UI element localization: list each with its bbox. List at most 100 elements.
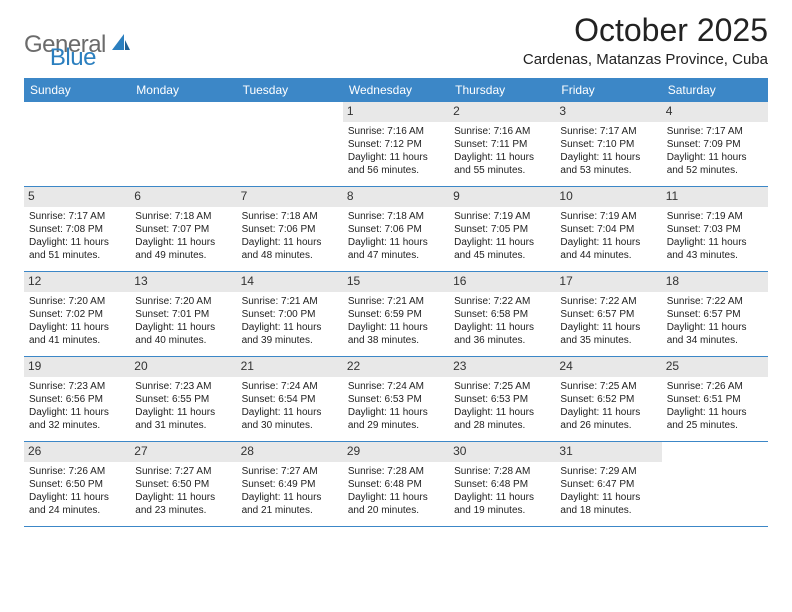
daylight-text: and 34 minutes.	[667, 334, 763, 347]
sunset-text: Sunset: 7:04 PM	[560, 223, 656, 236]
sunset-text: Sunset: 7:03 PM	[667, 223, 763, 236]
sunset-text: Sunset: 6:59 PM	[348, 308, 444, 321]
sunrise-text: Sunrise: 7:19 AM	[667, 210, 763, 223]
sunset-text: Sunset: 6:58 PM	[454, 308, 550, 321]
week-row: 19Sunrise: 7:23 AMSunset: 6:56 PMDayligh…	[24, 357, 768, 442]
logo-sail-icon	[110, 32, 132, 59]
sunset-text: Sunset: 6:49 PM	[242, 478, 338, 491]
sunrise-text: Sunrise: 7:21 AM	[242, 295, 338, 308]
empty-day	[662, 442, 768, 461]
daylight-text: and 43 minutes.	[667, 249, 763, 262]
day-cell: 12Sunrise: 7:20 AMSunset: 7:02 PMDayligh…	[24, 272, 130, 356]
day-number: 25	[662, 357, 768, 377]
sunrise-text: Sunrise: 7:20 AM	[135, 295, 231, 308]
day-number: 4	[662, 102, 768, 122]
daylight-text: and 31 minutes.	[135, 419, 231, 432]
daylight-text: and 40 minutes.	[135, 334, 231, 347]
daylight-text: and 32 minutes.	[29, 419, 125, 432]
daylight-text: and 52 minutes.	[667, 164, 763, 177]
logo-text-blue: Blue	[50, 44, 96, 72]
day-number: 20	[130, 357, 236, 377]
day-cell: 29Sunrise: 7:28 AMSunset: 6:48 PMDayligh…	[343, 442, 449, 526]
sunset-text: Sunset: 7:00 PM	[242, 308, 338, 321]
day-cell: 17Sunrise: 7:22 AMSunset: 6:57 PMDayligh…	[555, 272, 661, 356]
day-cell: 5Sunrise: 7:17 AMSunset: 7:08 PMDaylight…	[24, 187, 130, 271]
day-cell: 25Sunrise: 7:26 AMSunset: 6:51 PMDayligh…	[662, 357, 768, 441]
sunrise-text: Sunrise: 7:27 AM	[135, 465, 231, 478]
daylight-text: Daylight: 11 hours	[348, 406, 444, 419]
day-number: 16	[449, 272, 555, 292]
sunrise-text: Sunrise: 7:23 AM	[29, 380, 125, 393]
daylight-text: and 48 minutes.	[242, 249, 338, 262]
daylight-text: and 47 minutes.	[348, 249, 444, 262]
day-cell: 21Sunrise: 7:24 AMSunset: 6:54 PMDayligh…	[237, 357, 343, 441]
day-cell: 15Sunrise: 7:21 AMSunset: 6:59 PMDayligh…	[343, 272, 449, 356]
sunrise-text: Sunrise: 7:24 AM	[348, 380, 444, 393]
day-number: 5	[24, 187, 130, 207]
day-number: 3	[555, 102, 661, 122]
day-number: 29	[343, 442, 449, 462]
day-number: 28	[237, 442, 343, 462]
sunrise-text: Sunrise: 7:23 AM	[135, 380, 231, 393]
sunset-text: Sunset: 7:02 PM	[29, 308, 125, 321]
sunset-text: Sunset: 7:01 PM	[135, 308, 231, 321]
day-number: 27	[130, 442, 236, 462]
day-cell: 1Sunrise: 7:16 AMSunset: 7:12 PMDaylight…	[343, 102, 449, 186]
sunset-text: Sunset: 6:54 PM	[242, 393, 338, 406]
sunrise-text: Sunrise: 7:19 AM	[454, 210, 550, 223]
weekday-header: Monday	[130, 78, 236, 102]
week-row: 26Sunrise: 7:26 AMSunset: 6:50 PMDayligh…	[24, 442, 768, 527]
day-number: 12	[24, 272, 130, 292]
day-number: 11	[662, 187, 768, 207]
daylight-text: Daylight: 11 hours	[667, 321, 763, 334]
sunset-text: Sunset: 6:47 PM	[560, 478, 656, 491]
sunset-text: Sunset: 6:51 PM	[667, 393, 763, 406]
day-number: 18	[662, 272, 768, 292]
daylight-text: and 23 minutes.	[135, 504, 231, 517]
daylight-text: Daylight: 11 hours	[454, 151, 550, 164]
weekday-header: Friday	[555, 78, 661, 102]
sunrise-text: Sunrise: 7:20 AM	[29, 295, 125, 308]
day-cell	[24, 102, 130, 186]
daylight-text: Daylight: 11 hours	[29, 406, 125, 419]
daylight-text: and 25 minutes.	[667, 419, 763, 432]
daylight-text: Daylight: 11 hours	[135, 491, 231, 504]
daylight-text: and 18 minutes.	[560, 504, 656, 517]
daylight-text: and 44 minutes.	[560, 249, 656, 262]
daylight-text: Daylight: 11 hours	[135, 321, 231, 334]
daylight-text: and 29 minutes.	[348, 419, 444, 432]
sunrise-text: Sunrise: 7:27 AM	[242, 465, 338, 478]
empty-day	[237, 102, 343, 121]
daylight-text: Daylight: 11 hours	[135, 406, 231, 419]
sunset-text: Sunset: 7:11 PM	[454, 138, 550, 151]
daylight-text: Daylight: 11 hours	[348, 491, 444, 504]
sunset-text: Sunset: 7:05 PM	[454, 223, 550, 236]
sunrise-text: Sunrise: 7:19 AM	[560, 210, 656, 223]
daylight-text: and 19 minutes.	[454, 504, 550, 517]
day-number: 30	[449, 442, 555, 462]
sunset-text: Sunset: 7:10 PM	[560, 138, 656, 151]
day-cell: 13Sunrise: 7:20 AMSunset: 7:01 PMDayligh…	[130, 272, 236, 356]
sunrise-text: Sunrise: 7:26 AM	[667, 380, 763, 393]
sunrise-text: Sunrise: 7:25 AM	[454, 380, 550, 393]
sunrise-text: Sunrise: 7:16 AM	[454, 125, 550, 138]
sunrise-text: Sunrise: 7:17 AM	[29, 210, 125, 223]
day-number: 7	[237, 187, 343, 207]
daylight-text: Daylight: 11 hours	[560, 236, 656, 249]
sunset-text: Sunset: 7:06 PM	[242, 223, 338, 236]
day-cell: 7Sunrise: 7:18 AMSunset: 7:06 PMDaylight…	[237, 187, 343, 271]
day-number: 19	[24, 357, 130, 377]
day-cell	[237, 102, 343, 186]
weekday-header: Wednesday	[343, 78, 449, 102]
calendar-grid: SundayMondayTuesdayWednesdayThursdayFrid…	[24, 78, 768, 527]
daylight-text: Daylight: 11 hours	[348, 151, 444, 164]
day-number: 21	[237, 357, 343, 377]
daylight-text: and 41 minutes.	[29, 334, 125, 347]
sunset-text: Sunset: 6:55 PM	[135, 393, 231, 406]
sunrise-text: Sunrise: 7:18 AM	[135, 210, 231, 223]
empty-day	[24, 102, 130, 121]
day-cell: 27Sunrise: 7:27 AMSunset: 6:50 PMDayligh…	[130, 442, 236, 526]
day-cell: 9Sunrise: 7:19 AMSunset: 7:05 PMDaylight…	[449, 187, 555, 271]
sunrise-text: Sunrise: 7:24 AM	[242, 380, 338, 393]
daylight-text: Daylight: 11 hours	[667, 151, 763, 164]
